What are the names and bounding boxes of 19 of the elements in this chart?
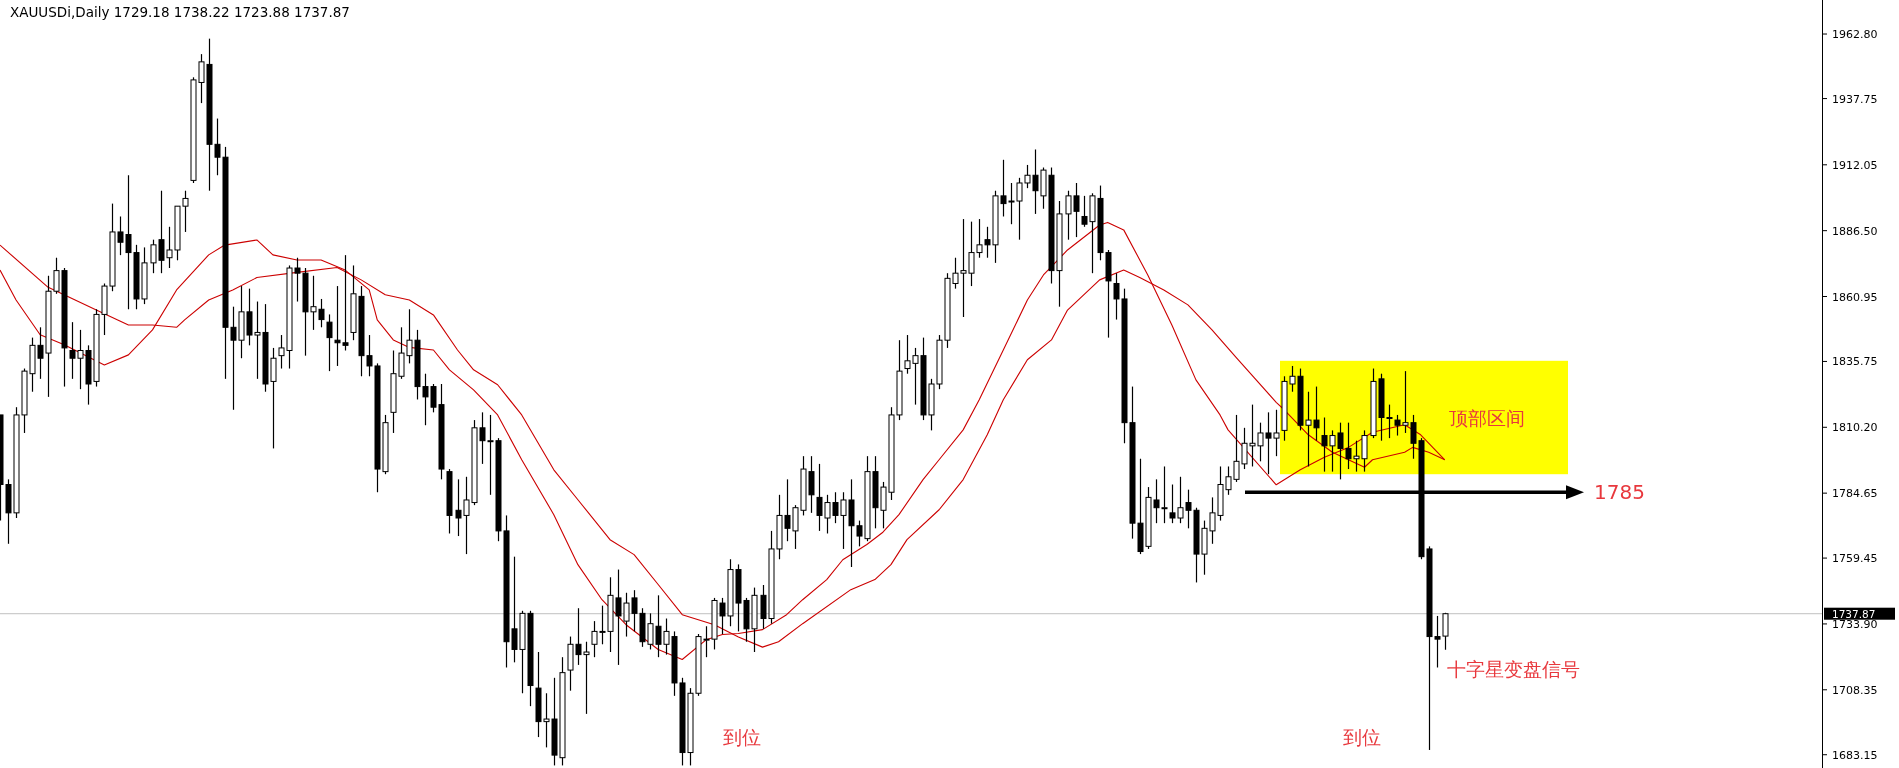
y-tick-label: 1860.95: [1832, 290, 1878, 304]
y-tick-label: 1733.90: [1832, 617, 1878, 631]
y-tick-label: 1810.20: [1832, 421, 1878, 435]
annotation: 十字星变盘信号: [1447, 658, 1580, 680]
annotation: 到位: [723, 726, 761, 748]
y-tick-label: 1683.15: [1832, 748, 1878, 762]
y-tick-label: 1937.75: [1832, 92, 1878, 106]
ref-line-label: 1785: [1594, 480, 1645, 505]
annotation: 到位: [1343, 726, 1381, 748]
chart-title: XAUUSDi,Daily 1729.18 1738.22 1723.88 1737.87: [10, 4, 350, 20]
y-tick-label: 1759.45: [1832, 552, 1878, 566]
y-tick-label: 1835.75: [1832, 355, 1878, 369]
ref-line-label: 1737.87: [1832, 607, 1876, 620]
y-tick-label: 1912.05: [1832, 158, 1878, 172]
y-tick-label: 1962.80: [1832, 28, 1878, 42]
y-tick-label: 1784.65: [1832, 487, 1878, 501]
y-tick-label: 1886.50: [1832, 224, 1878, 238]
band-label: 顶部区间: [1449, 406, 1525, 429]
y-tick-label: 1708.35: [1832, 683, 1878, 697]
